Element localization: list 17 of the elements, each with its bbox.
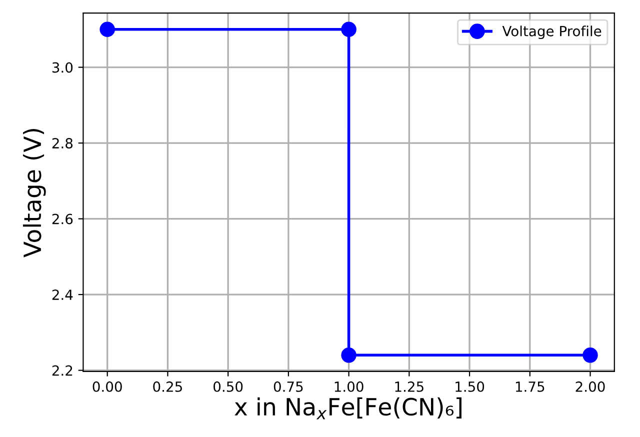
x-tick-label: 0.75: [274, 381, 303, 392]
y-tick-label: 3.0: [52, 62, 73, 73]
y-tick-label: 2.2: [52, 365, 72, 376]
x-tick-label: 2.00: [576, 381, 605, 392]
x-tick-label: 1.50: [456, 381, 484, 392]
y-axis-title: Voltage (V): [22, 128, 46, 258]
y-tick-label: 2.6: [52, 214, 73, 224]
y-tick-label: 2.4: [52, 290, 73, 300]
x-axis-title: x in Na$_{x}$Fe[Fe(CN)₆]: [234, 397, 462, 420]
legend-label: Voltage Profile: [502, 26, 602, 40]
x-tick-label: 1.25: [395, 381, 424, 392]
x-tick-label: 0.00: [92, 381, 122, 392]
y-tick-label: 2.8: [52, 138, 73, 149]
x-tick-label: 0.25: [153, 381, 182, 392]
x-tick-label: 0.50: [214, 381, 243, 392]
x-tick-label: 1.00: [334, 381, 364, 392]
x-tick-label: 1.75: [516, 382, 544, 392]
